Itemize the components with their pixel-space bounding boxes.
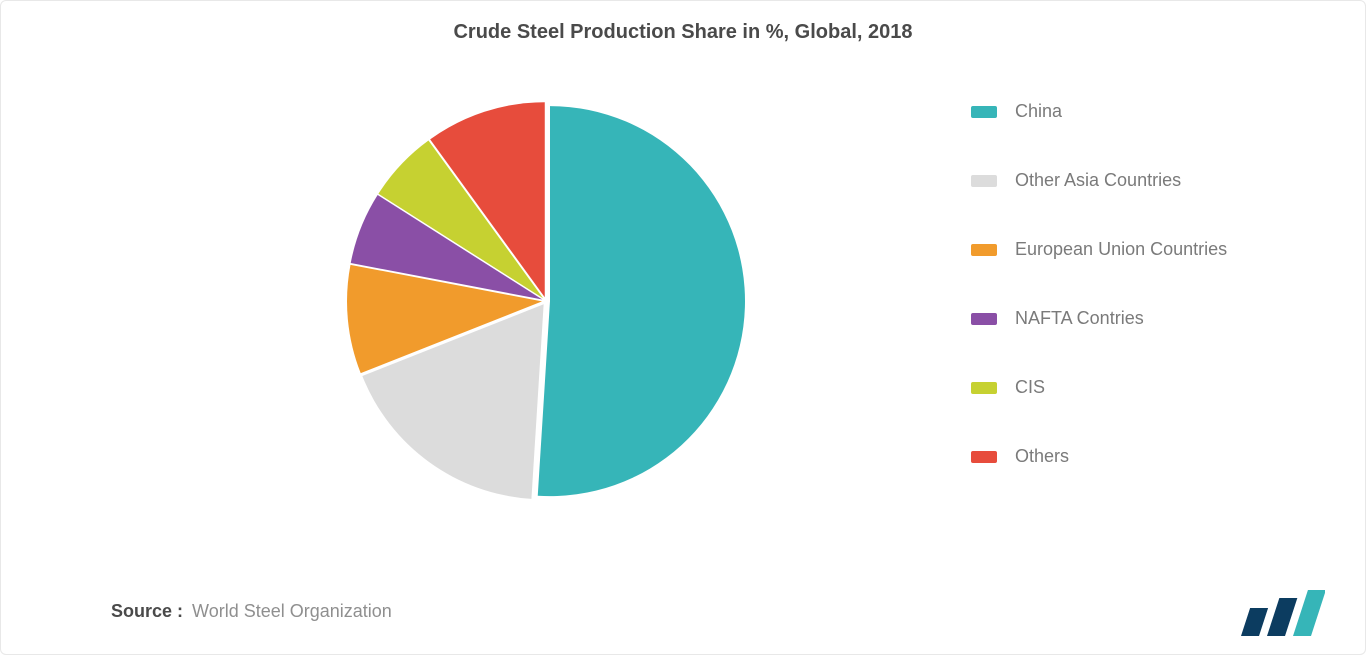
legend-label: Other Asia Countries xyxy=(1015,170,1181,191)
legend: China Other Asia Countries European Union … xyxy=(971,101,1291,515)
legend-item: European Union Countries xyxy=(971,239,1291,260)
legend-swatch xyxy=(971,451,997,463)
legend-label: CIS xyxy=(1015,377,1045,398)
logo-bar xyxy=(1241,608,1268,636)
legend-swatch xyxy=(971,106,997,118)
legend-label: European Union Countries xyxy=(1015,239,1227,260)
source-label: Source : xyxy=(111,601,183,621)
legend-swatch xyxy=(971,175,997,187)
source-line: Source : World Steel Organization xyxy=(111,601,392,622)
legend-item: NAFTA Contries xyxy=(971,308,1291,329)
brand-logo xyxy=(1235,590,1325,636)
pie-slice xyxy=(538,106,745,496)
legend-item: Other Asia Countries xyxy=(971,170,1291,191)
legend-swatch xyxy=(971,244,997,256)
pie-chart xyxy=(331,91,751,511)
chart-container: Crude Steel Production Share in %, Globa… xyxy=(0,0,1366,655)
logo-bar xyxy=(1267,598,1297,636)
pie-svg xyxy=(331,91,751,511)
legend-swatch xyxy=(971,382,997,394)
source-text: World Steel Organization xyxy=(192,601,392,621)
legend-item: CIS xyxy=(971,377,1291,398)
legend-swatch xyxy=(971,313,997,325)
chart-title: Crude Steel Production Share in %, Globa… xyxy=(1,21,1365,44)
legend-label: Others xyxy=(1015,446,1069,467)
brand-logo-icon xyxy=(1235,590,1325,636)
legend-item: Others xyxy=(971,446,1291,467)
legend-label: NAFTA Contries xyxy=(1015,308,1144,329)
logo-bar xyxy=(1293,590,1325,636)
legend-label: China xyxy=(1015,101,1062,122)
legend-item: China xyxy=(971,101,1291,122)
